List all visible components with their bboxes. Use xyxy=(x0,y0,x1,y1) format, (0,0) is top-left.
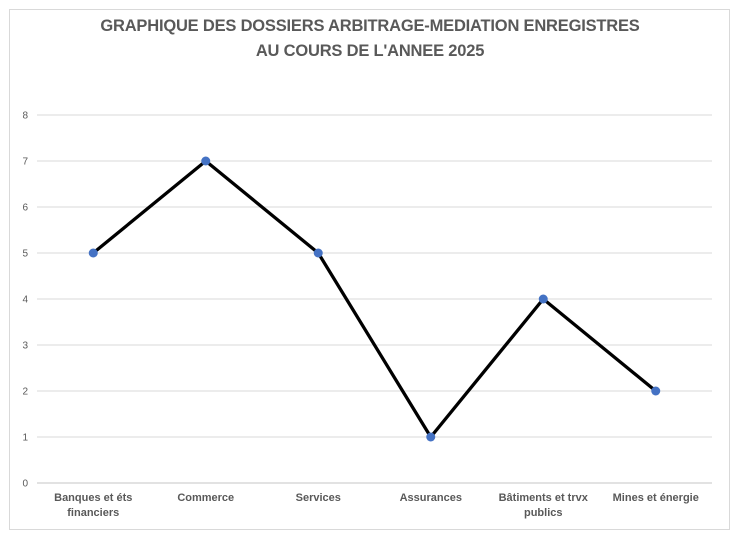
chart-title-line1: GRAPHIQUE DES DOSSIERS ARBITRAGE-MEDIATI… xyxy=(100,17,640,35)
chart-title: GRAPHIQUE DES DOSSIERS ARBITRAGE-MEDIATI… xyxy=(0,14,740,64)
x-axis-category-label: Banques et éts financiers xyxy=(54,492,132,519)
y-axis-tick-label: 6 xyxy=(22,203,28,214)
chart-frame xyxy=(9,9,730,530)
y-axis-tick-label: 8 xyxy=(22,111,28,122)
data-point-marker xyxy=(538,294,548,304)
data-point-marker xyxy=(651,386,661,396)
x-axis-category-label: Assurances xyxy=(400,492,462,504)
x-axis-category-label: Mines et énergie xyxy=(613,492,699,504)
y-axis-tick-label: 2 xyxy=(22,387,28,398)
x-axis-category-label: Commerce xyxy=(177,492,234,504)
data-point-marker xyxy=(88,248,98,258)
x-axis-category-label: Services xyxy=(296,492,341,504)
y-axis-tick-label: 1 xyxy=(22,433,28,444)
y-axis-tick-label: 4 xyxy=(22,295,28,306)
chart-title-line2: AU COURS DE L'ANNEE 2025 xyxy=(255,42,485,60)
y-axis-tick-label: 7 xyxy=(22,157,28,168)
data-line xyxy=(91,159,658,439)
y-axis-tick-label: 0 xyxy=(22,479,28,490)
data-point-marker xyxy=(201,156,211,166)
y-axis-tick-label: 3 xyxy=(22,341,28,352)
data-point-marker xyxy=(313,248,323,258)
x-axis-category-label: Bâtiments et trvx publics xyxy=(499,492,589,519)
y-axis-tick-label: 5 xyxy=(22,249,28,260)
data-point-marker xyxy=(426,432,436,442)
